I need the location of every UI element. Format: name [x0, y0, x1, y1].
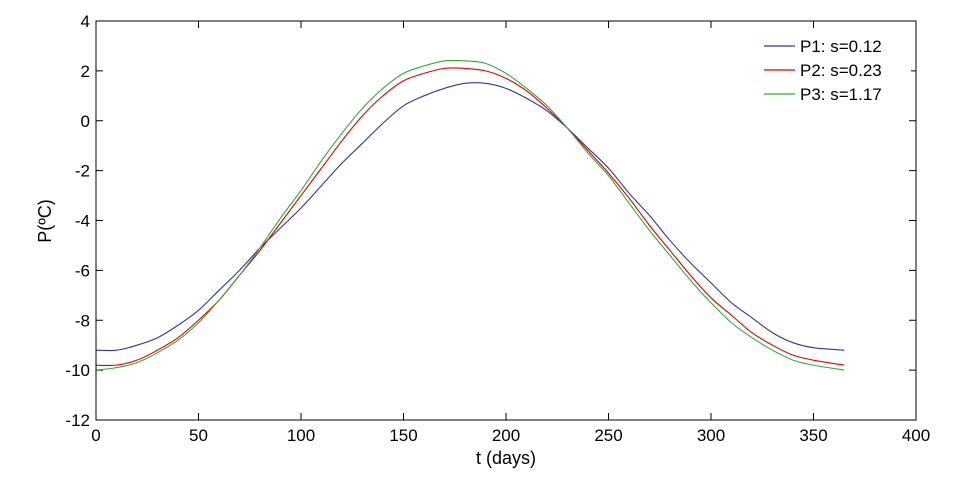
- y-tick-label: -6: [75, 261, 90, 280]
- x-tick-labels: 0 50 100 150 200 250 300 350 400: [91, 426, 930, 445]
- x-tick-label: 300: [697, 426, 725, 445]
- plot-frame: [95, 20, 917, 421]
- x-tick-label: 250: [594, 426, 622, 445]
- y-tick-labels: 4 2 0 -2 -4 -6 -8 -10 -12: [65, 12, 90, 430]
- x-tick-label: 350: [799, 426, 827, 445]
- x-tick-label: 200: [492, 426, 520, 445]
- x-tick-label: 150: [389, 426, 417, 445]
- y-tick-label: 2: [81, 62, 90, 81]
- x-tick-label: 100: [287, 426, 315, 445]
- y-axis-label: P(ºC): [35, 199, 55, 243]
- series-layer: [95, 59, 845, 371]
- series-line-p3: [95, 59, 845, 371]
- y-tick-label: 0: [81, 112, 90, 131]
- x-tick-label: 0: [91, 426, 100, 445]
- legend-label-p3: P3: s=1.17: [800, 85, 882, 104]
- y-tick-label: 4: [81, 12, 90, 31]
- series-line-p1: [95, 82, 845, 352]
- x-axis-label: t (days): [476, 448, 536, 468]
- legend-label-p2: P2: s=0.23: [800, 61, 882, 80]
- legend: P1: s=0.12 P2: s=0.23 P3: s=1.17: [755, 29, 911, 107]
- x-tick-label: 50: [189, 426, 208, 445]
- y-tick-label: -8: [75, 311, 90, 330]
- y-tick-label: -4: [75, 212, 90, 231]
- x-tick-label: 400: [902, 426, 930, 445]
- y-tick-label: -2: [75, 162, 90, 181]
- y-tick-label: -12: [65, 411, 90, 430]
- y-tick-label: -10: [65, 361, 90, 380]
- legend-label-p1: P1: s=0.12: [800, 37, 882, 56]
